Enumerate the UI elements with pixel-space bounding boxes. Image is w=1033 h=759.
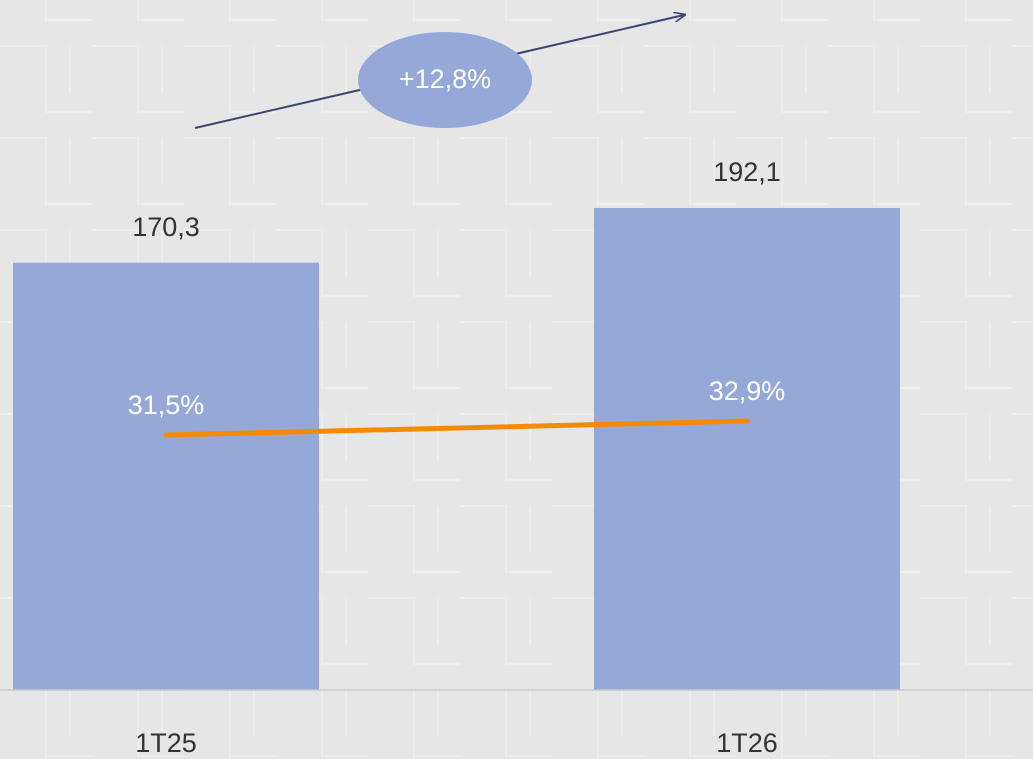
- x-tick-label: 1T26: [716, 728, 778, 758]
- bar-value-label: 192,1: [713, 157, 781, 187]
- growth-bubble: [358, 32, 532, 128]
- bar: [13, 262, 319, 690]
- growth-label: +12,8%: [399, 64, 491, 94]
- line-value-label: 31,5%: [128, 390, 205, 420]
- bar-value-label: 170,3: [132, 212, 200, 242]
- bar: [594, 208, 900, 690]
- x-tick-label: 1T25: [135, 728, 197, 758]
- line-value-label: 32,9%: [709, 376, 786, 406]
- line: [163, 418, 750, 438]
